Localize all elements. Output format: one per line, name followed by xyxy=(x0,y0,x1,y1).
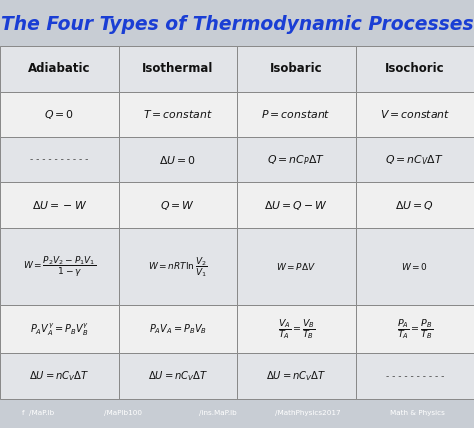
Text: $\Delta U = 0$: $\Delta U = 0$ xyxy=(159,154,196,166)
Text: $P = constant$: $P = constant$ xyxy=(262,108,331,120)
Text: $\Delta U = nC_V\Delta T$: $\Delta U = nC_V\Delta T$ xyxy=(29,369,90,383)
Text: /MathPhysics2017: /MathPhysics2017 xyxy=(275,410,341,416)
Text: $\Delta U = nC_V\Delta T$: $\Delta U = nC_V\Delta T$ xyxy=(266,369,327,383)
Text: Isobaric: Isobaric xyxy=(270,62,323,75)
Text: /ins.MaP.lb: /ins.MaP.lb xyxy=(199,410,237,416)
Text: $\Delta U = nC_V\Delta T$: $\Delta U = nC_V\Delta T$ xyxy=(147,369,208,383)
Text: The Four Types of Thermodynamic Processes: The Four Types of Thermodynamic Processe… xyxy=(0,15,474,33)
Text: $V = constant$: $V = constant$ xyxy=(380,108,450,120)
Text: /MaPlb100: /MaPlb100 xyxy=(104,410,142,416)
Text: $\Delta U = Q - W$: $\Delta U = Q - W$ xyxy=(264,199,328,212)
Text: $W = 0$: $W = 0$ xyxy=(401,261,428,272)
Text: f  /MaP.lb: f /MaP.lb xyxy=(22,410,54,416)
Text: $W = \dfrac{P_2V_2 - P_1V_1}{1 - \gamma}$: $W = \dfrac{P_2V_2 - P_1V_1}{1 - \gamma}… xyxy=(23,255,96,279)
Text: - - - - - - - - - -: - - - - - - - - - - xyxy=(385,372,444,380)
Text: $Q = W$: $Q = W$ xyxy=(160,199,195,212)
Text: $\Delta U = Q$: $\Delta U = Q$ xyxy=(395,199,434,212)
Text: Adiabatic: Adiabatic xyxy=(28,62,91,75)
Text: $Q = nC_P\Delta T$: $Q = nC_P\Delta T$ xyxy=(267,153,325,166)
Text: Math & Physics: Math & Physics xyxy=(390,410,445,416)
Text: Isochoric: Isochoric xyxy=(385,62,445,75)
Text: $W = P\Delta V$: $W = P\Delta V$ xyxy=(276,261,316,272)
Text: Isothermal: Isothermal xyxy=(142,62,213,75)
Text: $T = constant$: $T = constant$ xyxy=(143,108,212,120)
Text: $P_AV_A = P_BV_B$: $P_AV_A = P_BV_B$ xyxy=(149,323,207,336)
Text: $W = nRT\ln\dfrac{V_2}{V_1}$: $W = nRT\ln\dfrac{V_2}{V_1}$ xyxy=(148,255,208,279)
Text: $\Delta U = -W$: $\Delta U = -W$ xyxy=(32,199,87,211)
Text: - - - - - - - - - -: - - - - - - - - - - xyxy=(30,155,89,164)
Text: $\dfrac{P_A}{T_A} = \dfrac{P_B}{T_B}$: $\dfrac{P_A}{T_A} = \dfrac{P_B}{T_B}$ xyxy=(397,318,433,342)
Text: $Q = 0$: $Q = 0$ xyxy=(44,108,74,121)
Text: $P_AV_A^{\gamma} = P_BV_B^{\gamma}$: $P_AV_A^{\gamma} = P_BV_B^{\gamma}$ xyxy=(30,321,89,338)
Text: $Q = nC_V\Delta T$: $Q = nC_V\Delta T$ xyxy=(385,153,444,166)
Text: $\dfrac{V_A}{T_A} = \dfrac{V_B}{T_B}$: $\dfrac{V_A}{T_A} = \dfrac{V_B}{T_B}$ xyxy=(277,318,315,342)
